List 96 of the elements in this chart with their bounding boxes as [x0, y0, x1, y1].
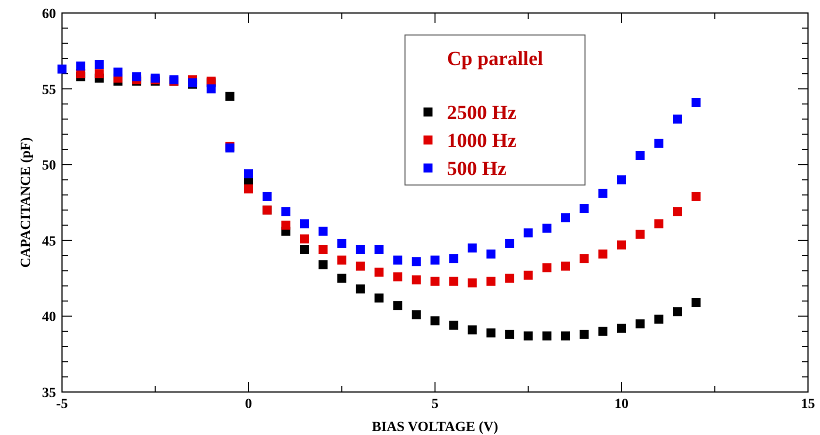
- point: [636, 319, 645, 328]
- point: [374, 244, 384, 254]
- point: [449, 320, 458, 330]
- y-tick-label: 50: [42, 158, 56, 174]
- y-tick-label: 35: [42, 386, 56, 401]
- point: [281, 220, 290, 230]
- point: [505, 330, 514, 339]
- x-tick-label: 10: [614, 397, 628, 412]
- point: [58, 64, 66, 74]
- point: [244, 169, 253, 178]
- point: [318, 244, 328, 254]
- point: [468, 325, 477, 334]
- point: [318, 226, 328, 236]
- point: [262, 192, 272, 201]
- legend-label: 1000 Hz: [447, 130, 517, 152]
- point: [636, 151, 645, 160]
- point: [617, 240, 626, 250]
- point: [412, 310, 421, 320]
- point: [318, 260, 328, 270]
- point: [692, 298, 701, 308]
- point: [598, 326, 608, 336]
- point: [300, 219, 309, 228]
- point: [561, 331, 570, 340]
- x-axis-title: BIAS VOLTAGE (V): [372, 420, 498, 435]
- point: [374, 294, 384, 303]
- point: [524, 228, 533, 238]
- point: [94, 60, 104, 70]
- point: [505, 274, 514, 283]
- point: [486, 328, 496, 338]
- point: [430, 276, 440, 286]
- point: [356, 284, 365, 294]
- point: [393, 301, 402, 310]
- point: [76, 62, 86, 71]
- point: [281, 207, 290, 216]
- point: [580, 330, 589, 339]
- y-tick-label: 40: [42, 310, 56, 326]
- y-tick-label: 60: [42, 7, 56, 22]
- point: [617, 175, 626, 184]
- point: [561, 213, 570, 222]
- point: [468, 243, 477, 252]
- point: [617, 324, 626, 333]
- point: [692, 192, 701, 201]
- legend-label: 500 Hz: [447, 158, 507, 180]
- x-tick-label: -5: [56, 397, 68, 412]
- point: [636, 230, 645, 239]
- point: [505, 238, 514, 248]
- point: [430, 316, 440, 326]
- point: [94, 69, 104, 78]
- point: [486, 250, 496, 259]
- point: [542, 263, 552, 272]
- point: [580, 204, 589, 214]
- point: [561, 262, 570, 271]
- point: [598, 188, 608, 198]
- point: [393, 272, 402, 282]
- point: [337, 238, 346, 248]
- point: [113, 68, 122, 77]
- point: [374, 268, 384, 277]
- point: [337, 256, 346, 265]
- point: [337, 274, 346, 283]
- y-tick-label: 45: [42, 234, 56, 250]
- point: [672, 114, 682, 124]
- point: [412, 275, 421, 284]
- legend-title: Cp parallel: [446, 48, 544, 70]
- point: [430, 256, 440, 265]
- point: [206, 84, 216, 94]
- point: [412, 257, 421, 266]
- point: [449, 276, 458, 286]
- point: [468, 278, 477, 288]
- point: [393, 256, 402, 265]
- point: [356, 244, 365, 254]
- point: [672, 207, 682, 216]
- y-tick-label: 55: [42, 82, 56, 98]
- point: [542, 224, 552, 233]
- point: [672, 307, 682, 316]
- point: [524, 331, 533, 340]
- point: [300, 234, 309, 244]
- point: [225, 92, 234, 101]
- legend-label: 2500 Hz: [447, 102, 517, 124]
- point: [542, 331, 552, 340]
- point: [654, 314, 664, 324]
- point: [524, 270, 533, 280]
- x-tick-label: 0: [245, 397, 252, 412]
- point: [356, 262, 365, 271]
- y-axis-title: CAPACITANCE (pF): [19, 136, 34, 268]
- point: [300, 244, 309, 254]
- point: [692, 98, 701, 107]
- x-tick-label: 5: [432, 397, 438, 412]
- point: [654, 138, 664, 148]
- point: [654, 219, 664, 228]
- point: [580, 254, 589, 264]
- point: [244, 184, 253, 194]
- x-tick-label: 15: [801, 397, 815, 412]
- point: [486, 276, 496, 286]
- point: [132, 72, 142, 82]
- point: [449, 254, 458, 264]
- point: [598, 250, 608, 259]
